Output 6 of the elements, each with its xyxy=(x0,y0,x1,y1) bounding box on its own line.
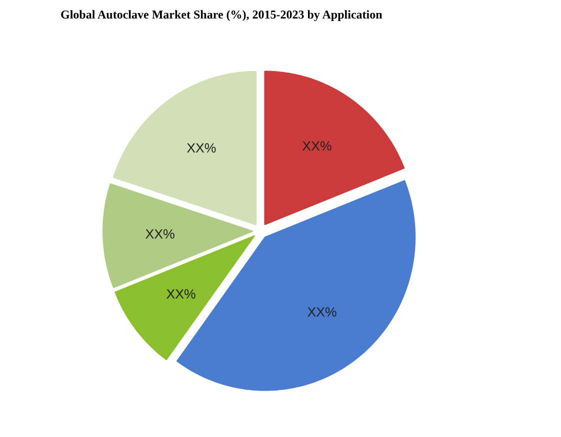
data-label: XX% xyxy=(145,226,176,242)
data-label: XX% xyxy=(166,286,196,302)
data-label: XX% xyxy=(307,304,338,320)
data-label: XX% xyxy=(302,138,332,154)
chart-title: Global Autoclave Market Share (%), 2015-2023 by Application xyxy=(60,8,383,22)
data-label: XX% xyxy=(186,140,216,156)
